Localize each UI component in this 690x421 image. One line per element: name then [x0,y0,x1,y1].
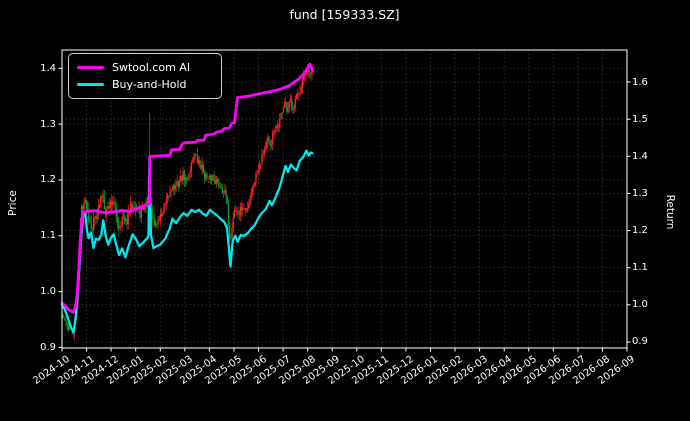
left-tick-label: 1.1 [40,230,56,242]
legend-label-ai: Swtool.com AI [112,61,191,74]
tick-marks [58,67,631,352]
left-tick-label: 1.3 [40,118,56,130]
y-axis-label-price: Price [7,190,19,216]
right-tick-label: 1.2 [632,225,648,237]
legend-item-bh: Buy-and-Hold [77,76,213,93]
right-tick-label: 0.9 [632,336,648,348]
left-tick-label: 1.2 [40,174,56,186]
right-tick-label: 1.5 [632,113,648,125]
chart-title: fund [159333.SZ] [289,7,400,22]
ai-line-swatch [77,66,104,69]
ai-strategy-line [60,62,315,314]
left-tick-label: 0.9 [40,341,56,353]
right-tick-label: 1.0 [632,299,648,311]
right-tick-label: 1.3 [632,187,648,199]
bh-line-swatch [77,83,104,86]
legend-label-bh: Buy-and-Hold [112,78,187,91]
grid-layer [61,50,628,348]
left-tick-label: 1.4 [40,62,56,74]
candlestick-layer [61,65,313,340]
right-tick-label: 1.6 [632,76,648,88]
legend-item-ai: Swtool.com AI [77,59,213,76]
buy-and-hold-line [60,149,314,334]
legend: Swtool.com AI Buy-and-Hold [68,53,222,99]
left-tick-label: 1.0 [40,286,56,298]
y-axis-label-return: Return [664,194,676,230]
plot-border [61,49,628,349]
right-tick-label: 1.4 [632,150,648,162]
right-tick-label: 1.1 [632,262,648,274]
